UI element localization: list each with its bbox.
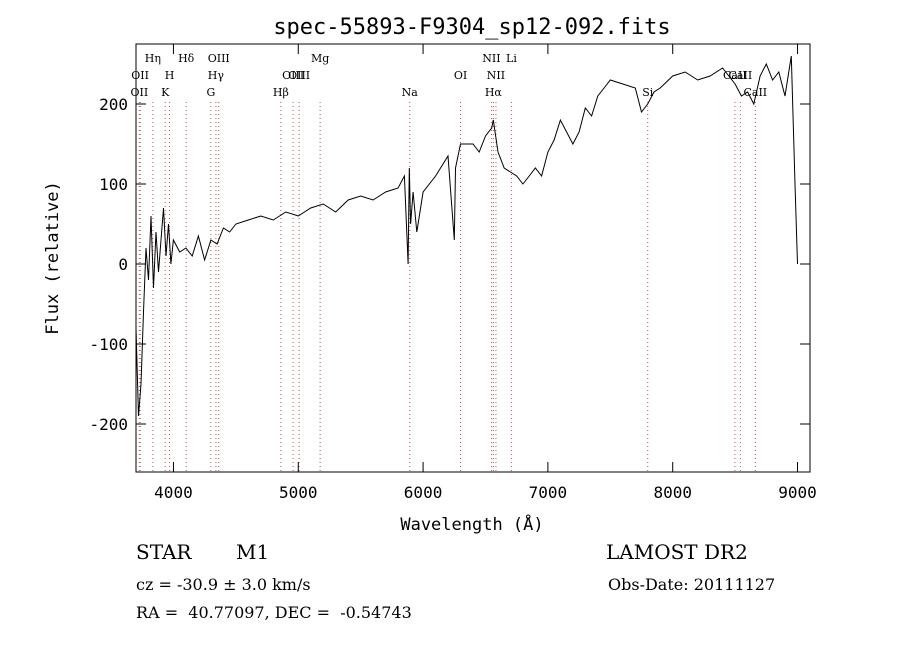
y-tick-label: 200 — [99, 95, 128, 114]
line-marker-label: Hβ — [273, 86, 289, 99]
line-marker-label: K — [161, 86, 170, 99]
y-tick-label: 0 — [118, 255, 128, 274]
line-marker-label: Hη — [145, 52, 161, 65]
spectrum-line — [135, 55, 798, 417]
x-tick-label: 9000 — [778, 483, 817, 502]
line-markers — [138, 102, 756, 472]
x-tick-label: 8000 — [653, 483, 692, 502]
survey-label: LAMOST DR2 — [606, 540, 748, 564]
object-subclass: M1 — [236, 540, 270, 564]
x-axis: 4000 5000 6000 7000 8000 9000 — [154, 44, 817, 502]
line-marker-label: Li — [506, 52, 517, 65]
redshift-text: cz = -30.9 ± 3.0 km/s — [136, 575, 311, 594]
line-marker-label: G — [206, 86, 215, 99]
line-marker-label: H — [165, 69, 175, 82]
line-marker-label: OII — [131, 69, 149, 82]
line-labels: OIIOIIHηKHHδGHγOIIIHβOIIIOIIIMgNaOINIIHα… — [131, 52, 768, 99]
y-axis: -200 -100 0 100 200 — [89, 95, 810, 434]
line-marker-label: OIII — [288, 69, 310, 82]
coordinates: RA = 40.77097, DEC = -0.54743 — [136, 603, 412, 622]
line-marker-label: OI — [454, 69, 467, 82]
x-axis-label: Wavelength (Å) — [400, 513, 543, 535]
x-tick-label: 7000 — [529, 483, 568, 502]
line-marker-label: CaII — [723, 69, 747, 82]
chart-title: spec-55893-F9304_sp12-092.fits — [273, 15, 670, 40]
line-marker-label: Hγ — [208, 69, 225, 82]
object-class: STAR — [136, 540, 192, 564]
line-marker-label: OIII — [208, 52, 230, 65]
line-marker-label: Hδ — [178, 52, 195, 65]
line-marker-label: CaII — [729, 69, 753, 82]
line-marker-label: OII — [131, 86, 149, 99]
y-tick-label: -200 — [89, 415, 128, 434]
x-tick-label: 6000 — [404, 483, 443, 502]
plot-frame — [135, 43, 811, 473]
x-tick-label: 4000 — [154, 483, 193, 502]
y-tick-label: 100 — [99, 175, 128, 194]
line-marker-label: OIII — [282, 69, 304, 82]
obs-date: Obs-Date: 20111127 — [608, 575, 776, 594]
line-marker-label: Mg — [311, 52, 329, 65]
line-marker-label: NII — [487, 69, 505, 82]
y-axis-label: Flux (relative) — [43, 181, 63, 335]
line-marker-label: Na — [402, 86, 419, 99]
line-marker-label: NII — [482, 52, 500, 65]
line-marker-label: Si — [642, 86, 654, 99]
y-tick-label: -100 — [89, 335, 128, 354]
line-marker-label: Hα — [485, 86, 503, 99]
x-tick-label: 5000 — [279, 483, 318, 502]
